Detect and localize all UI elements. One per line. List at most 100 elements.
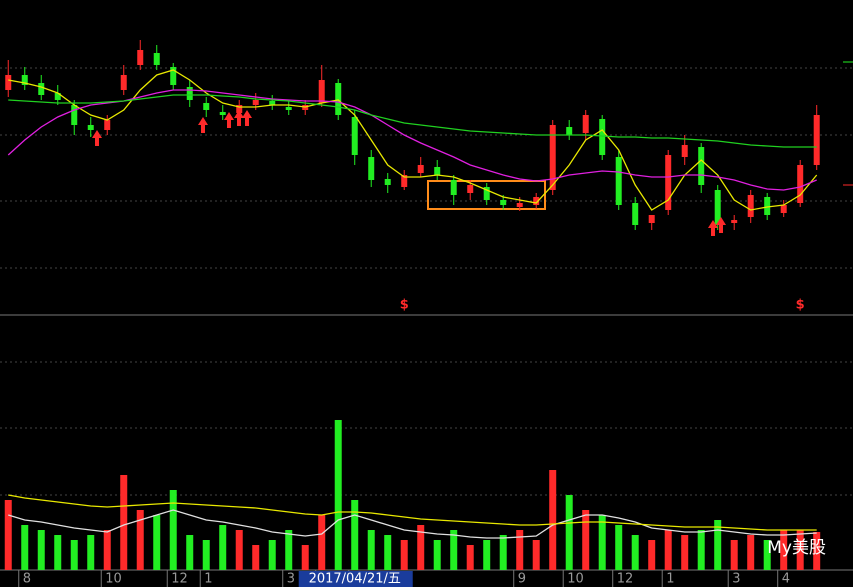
candle-body: [104, 120, 111, 130]
x-tick-label: 8: [23, 572, 31, 587]
volume-bar: [697, 530, 705, 570]
volume-bar: [384, 535, 392, 570]
candle-body: [269, 101, 276, 105]
candle-body: [318, 80, 325, 103]
candle-body: [500, 200, 507, 205]
arrow-marker: [708, 220, 718, 236]
candle-body: [566, 127, 573, 135]
arrow-marker: [716, 217, 726, 233]
x-tick-label: 12: [617, 572, 634, 587]
volume-bar: [351, 500, 359, 570]
volume-bar: [433, 540, 441, 570]
candle-body: [665, 155, 672, 210]
volume-ma-line: [8, 494, 817, 531]
ma-line: [8, 94, 817, 148]
volume-bar: [235, 530, 243, 570]
candle-body: [5, 75, 12, 90]
volume-bar: [681, 535, 689, 570]
volume-bar: [136, 510, 144, 570]
candle-body: [417, 165, 424, 173]
volume-bar: [268, 540, 276, 570]
arrow-marker: [234, 110, 244, 126]
candle-body: [203, 103, 210, 110]
volume-bar: [219, 525, 227, 570]
ma-line: [8, 69, 818, 211]
arrow-markers: [92, 110, 726, 236]
x-tick-label: 2017/04/21/五: [309, 572, 401, 587]
volume-bar: [763, 540, 771, 570]
volume-bar: [37, 530, 45, 570]
volume-bar: [598, 515, 606, 570]
x-tick-label: 1: [204, 572, 212, 587]
volume-bar: [516, 530, 524, 570]
volume-bar: [186, 535, 194, 570]
candle-body: [632, 203, 639, 225]
candle-body: [21, 75, 28, 85]
x-tick-label: 9: [518, 572, 526, 587]
watermark: My美股: [767, 538, 826, 558]
volume-bar: [318, 515, 326, 570]
signal-label: $: [400, 298, 409, 313]
candle-body: [516, 203, 523, 207]
volume-bar: [549, 470, 557, 570]
candle-body: [170, 67, 177, 85]
volume-bar: [466, 545, 474, 570]
candle-body: [87, 125, 94, 130]
volume-bar: [747, 535, 755, 570]
volume-bar: [169, 490, 177, 570]
arrow-marker: [92, 130, 102, 146]
x-tick-label: 12: [171, 572, 188, 587]
candle-body: [38, 83, 45, 95]
volume-bar: [285, 530, 293, 570]
volume-bar: [664, 530, 672, 570]
volume-bar: [21, 525, 29, 570]
candle-body: [71, 105, 78, 125]
volume-bar: [87, 535, 95, 570]
candle-body: [219, 112, 226, 115]
candle-body: [434, 167, 441, 175]
arrow-marker: [224, 112, 234, 128]
ma-line: [7, 89, 817, 191]
x-tick-highlight: [298, 571, 413, 587]
volume-bar: [301, 545, 309, 570]
volume-bar: [615, 525, 623, 570]
volume-bar: [813, 532, 821, 570]
candle-body: [797, 165, 804, 203]
x-tick-label: 10: [105, 572, 122, 587]
volume-bar: [450, 530, 458, 570]
candle-body: [582, 115, 589, 133]
candle-body: [780, 205, 787, 213]
volume-bar: [532, 540, 540, 570]
arrow-marker: [198, 117, 208, 133]
candle-body: [285, 107, 292, 110]
candle-body: [153, 53, 160, 65]
candle-body: [615, 157, 622, 205]
volume-bar: [565, 495, 573, 570]
candle-body: [549, 125, 556, 190]
volume-bar: [400, 540, 408, 570]
candle-body: [186, 87, 193, 100]
volume-bar: [780, 530, 788, 570]
volume-bar: [334, 420, 342, 570]
volume-bar: [4, 500, 12, 570]
candle-body: [384, 179, 391, 185]
volume-bar: [153, 515, 161, 570]
volume-bar: [417, 525, 425, 570]
x-tick-label: 3: [287, 572, 295, 587]
candle-body: [599, 119, 606, 155]
candle-body: [351, 117, 358, 155]
candle-body: [813, 115, 820, 165]
candle-body: [54, 93, 61, 100]
candle-body: [731, 220, 738, 223]
volume-bar: [54, 535, 62, 570]
x-tick-label: 3: [732, 572, 740, 587]
volume-bar: [582, 510, 590, 570]
candle-body: [467, 185, 474, 193]
volume-bar: [120, 475, 128, 570]
volume-bar: [103, 530, 111, 570]
candle-body: [252, 100, 259, 105]
volume-bar: [631, 535, 639, 570]
